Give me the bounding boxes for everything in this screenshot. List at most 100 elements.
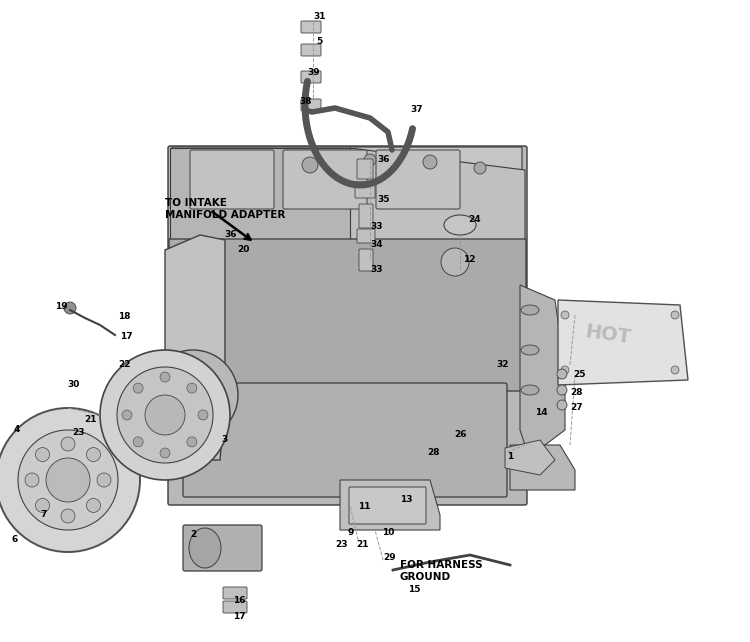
Circle shape [198,410,208,420]
Text: 33: 33 [370,222,382,231]
Text: 39: 39 [307,68,320,77]
Text: FOR HARNESS
GROUND: FOR HARNESS GROUND [400,560,483,582]
Text: TO INTAKE
MANIFOLD ADAPTER: TO INTAKE MANIFOLD ADAPTER [165,198,285,220]
Circle shape [557,400,567,410]
Text: 32: 32 [496,360,508,369]
Text: 16: 16 [233,596,245,605]
FancyBboxPatch shape [301,71,321,83]
Circle shape [187,437,196,447]
Circle shape [0,408,140,552]
Circle shape [97,473,111,487]
Polygon shape [558,300,688,385]
Circle shape [441,248,469,276]
Text: 15: 15 [408,585,421,594]
Circle shape [86,498,100,512]
Circle shape [187,383,196,393]
Circle shape [100,350,230,480]
Polygon shape [340,480,440,530]
Circle shape [671,366,679,374]
Text: 28: 28 [570,388,583,397]
Circle shape [178,410,186,418]
Circle shape [200,410,208,418]
Text: 37: 37 [410,105,423,114]
Text: 23: 23 [72,428,85,437]
Circle shape [302,157,318,173]
Text: 22: 22 [118,360,130,369]
Polygon shape [165,235,225,460]
FancyBboxPatch shape [169,239,526,391]
FancyBboxPatch shape [301,21,321,33]
Text: 9: 9 [348,528,354,537]
Circle shape [86,447,100,462]
FancyBboxPatch shape [359,249,373,271]
Text: 11: 11 [358,502,370,511]
Text: 27: 27 [570,403,583,412]
FancyBboxPatch shape [301,44,321,56]
Text: 28: 28 [427,448,439,457]
Text: 17: 17 [120,332,133,341]
FancyBboxPatch shape [301,99,321,111]
Text: 18: 18 [118,312,130,321]
FancyBboxPatch shape [357,159,373,179]
FancyBboxPatch shape [359,204,373,228]
FancyBboxPatch shape [223,601,247,613]
Circle shape [160,448,170,458]
Circle shape [35,447,50,462]
Circle shape [61,509,75,523]
Circle shape [117,367,213,463]
Text: 36: 36 [224,230,236,239]
Circle shape [178,372,186,380]
Text: 1: 1 [507,452,513,461]
Circle shape [46,458,90,502]
Ellipse shape [521,345,539,355]
Text: 21: 21 [84,415,97,424]
Circle shape [561,311,569,319]
Text: 6: 6 [11,535,17,544]
FancyBboxPatch shape [357,229,375,243]
Circle shape [25,473,39,487]
Circle shape [211,391,219,399]
Circle shape [474,162,486,174]
FancyBboxPatch shape [223,587,247,599]
Circle shape [423,155,437,169]
Text: 5: 5 [316,37,322,46]
Text: 25: 25 [573,370,586,379]
Ellipse shape [521,305,539,315]
Text: 33: 33 [370,265,382,274]
Circle shape [18,430,118,530]
Text: 38: 38 [299,97,311,106]
Text: 34: 34 [370,240,382,249]
Polygon shape [520,285,565,445]
Text: 14: 14 [535,408,548,417]
Text: 10: 10 [382,528,394,537]
Circle shape [64,302,76,314]
Text: 2: 2 [190,530,196,539]
Polygon shape [510,445,575,490]
Ellipse shape [521,385,539,395]
Circle shape [134,383,143,393]
Circle shape [671,311,679,319]
Circle shape [561,366,569,374]
FancyBboxPatch shape [349,487,426,524]
Text: 35: 35 [377,195,389,204]
Text: HOT: HOT [584,322,632,347]
Circle shape [35,498,50,512]
FancyBboxPatch shape [172,147,522,239]
Text: 23: 23 [335,540,347,549]
Circle shape [163,365,223,425]
Text: 21: 21 [356,540,368,549]
FancyBboxPatch shape [183,383,507,497]
Text: 17: 17 [233,612,246,621]
FancyBboxPatch shape [168,146,527,505]
FancyBboxPatch shape [190,150,274,209]
Circle shape [145,395,185,435]
Text: 30: 30 [67,380,80,389]
Polygon shape [350,148,525,260]
FancyBboxPatch shape [355,182,375,198]
Text: 4: 4 [14,425,20,434]
FancyBboxPatch shape [376,150,460,209]
Text: 20: 20 [237,245,249,254]
Polygon shape [505,440,555,475]
Ellipse shape [444,215,476,235]
Polygon shape [170,148,350,240]
